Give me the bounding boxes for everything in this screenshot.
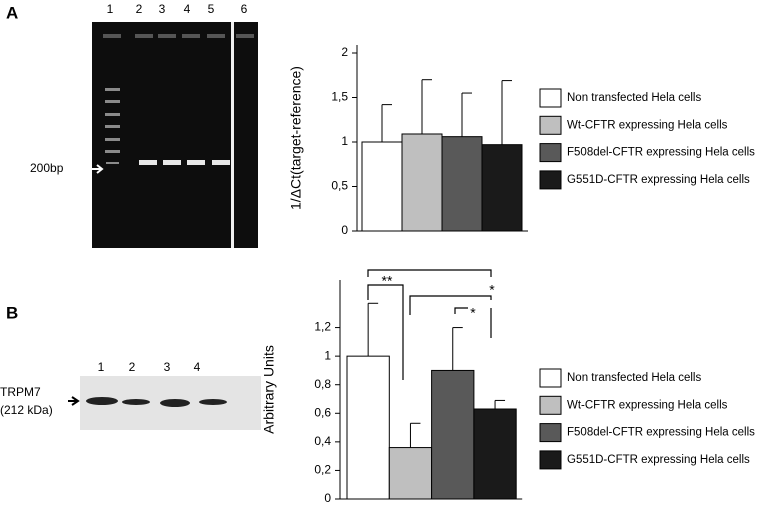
legend-label: F508del-CFTR expressing Hela cells: [567, 147, 755, 159]
lane-label: 4: [184, 2, 191, 16]
blot-arrow: [68, 396, 80, 406]
legend-label: Non transfected Hela cells: [567, 92, 701, 104]
y-axis-label: 1/ΔCt(target-reference): [288, 66, 304, 210]
legend-label: Wt-CFTR expressing Hela cells: [567, 399, 728, 411]
protein-label: TRPM7: [0, 385, 41, 399]
significance-label: *: [489, 282, 495, 298]
legend-label: Non transfected Hela cells: [567, 372, 701, 384]
legend-label: Wt-CFTR expressing Hela cells: [567, 119, 728, 131]
legend-swatch: [539, 170, 562, 190]
legend-label: F508del-CFTR expressing Hela cells: [567, 427, 755, 439]
lane-label: 5: [208, 2, 215, 16]
legend-swatch: [539, 368, 562, 388]
y-tick-label: 0,4: [314, 434, 331, 448]
bar: [388, 447, 433, 500]
lane-label: 3: [159, 2, 166, 16]
y-tick-label: 0,5: [331, 179, 348, 193]
gel-bands: [139, 160, 230, 165]
blot-bands: [86, 397, 227, 407]
y-tick-label: 0,8: [314, 377, 331, 391]
y-tick-label: 1: [324, 348, 331, 362]
legend-swatch: [539, 143, 562, 163]
bar: [431, 369, 475, 500]
bar: [361, 141, 403, 232]
significance-label: *: [470, 305, 476, 321]
panel-label: B: [6, 303, 18, 322]
lane-label: 3: [164, 360, 171, 374]
y-tick-label: 2: [341, 45, 348, 59]
lane-label: 6: [241, 2, 248, 16]
ladder: [105, 88, 120, 164]
legend-swatch: [539, 450, 562, 470]
bar: [441, 136, 483, 232]
legend-swatch: [539, 395, 562, 415]
legend-label: G551D-CFTR expressing Hela cells: [567, 454, 750, 466]
size-label: (212 kDa): [0, 403, 53, 417]
marker-label: 200bp: [30, 161, 64, 175]
legend-swatch: [539, 88, 562, 108]
gel-wells: [103, 34, 254, 38]
lane-label: 2: [129, 360, 136, 374]
bar: [401, 133, 443, 232]
bar: [473, 408, 517, 500]
lane-label: 2: [136, 2, 143, 16]
significance-brackets: [367, 269, 492, 380]
lane-label: 1: [98, 360, 105, 374]
y-tick-label: 1,5: [331, 90, 348, 104]
legend-swatch: [539, 115, 562, 135]
gel-image: [92, 22, 258, 248]
legend-swatch: [539, 423, 562, 443]
significance-label: **: [382, 273, 393, 289]
legend-label: G551D-CFTR expressing Hela cells: [567, 174, 750, 186]
y-tick-label: 0,6: [314, 405, 331, 419]
marker-arrow: [92, 164, 104, 174]
gel-separator: [231, 22, 234, 248]
panel-label: A: [6, 3, 18, 22]
y-tick-label: 1,2: [314, 320, 331, 334]
y-axis-label: Arbitrary Units: [261, 345, 277, 434]
y-tick-label: 0: [324, 491, 331, 505]
y-tick-label: 0,2: [314, 463, 331, 477]
bar: [481, 144, 523, 232]
lane-label: 4: [194, 360, 201, 374]
y-tick-label: 1: [341, 134, 348, 148]
bar: [346, 355, 390, 500]
y-tick-label: 0: [341, 223, 348, 237]
lane-label: 1: [107, 2, 114, 16]
